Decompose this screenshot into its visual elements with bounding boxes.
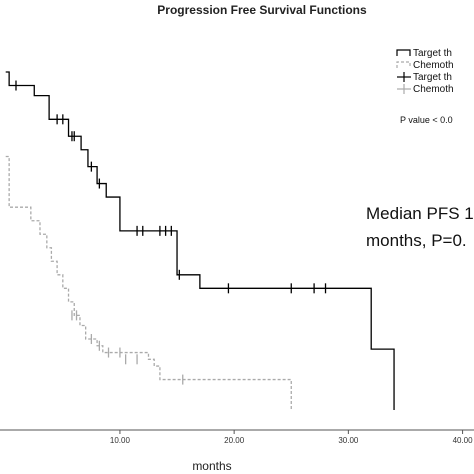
x-tick-label: 40.00 bbox=[453, 436, 474, 445]
series-line-2 bbox=[5, 155, 292, 410]
legend-label: Target th bbox=[413, 48, 452, 59]
legend-label: Chemoth bbox=[413, 84, 454, 95]
median-pfs-annotation-line-1: Median PFS 1 bbox=[366, 204, 474, 223]
x-tick-label: 20.00 bbox=[224, 436, 245, 445]
series-layer bbox=[5, 71, 395, 410]
x-ticks: 10.00 20.00 30.00 40.00 bbox=[110, 430, 473, 445]
plot-area: 10.00 20.00 30.00 40.00 bbox=[0, 71, 474, 445]
legend-label: Chemoth bbox=[413, 60, 454, 71]
x-tick-label: 30.00 bbox=[338, 436, 359, 445]
legend-swatch-line bbox=[396, 49, 411, 56]
legend-swatch-line bbox=[396, 61, 411, 68]
series-line-1 bbox=[5, 71, 395, 410]
x-tick-label: 10.00 bbox=[110, 436, 131, 445]
x-axis-label: months bbox=[192, 459, 231, 473]
chart-title: Progression Free Survival Functions bbox=[157, 3, 367, 17]
legend-label: Target th bbox=[413, 72, 452, 83]
p-value-text: P value < 0.0 bbox=[400, 115, 453, 125]
median-pfs-annotation-line-2: months, P=0. bbox=[366, 231, 467, 250]
